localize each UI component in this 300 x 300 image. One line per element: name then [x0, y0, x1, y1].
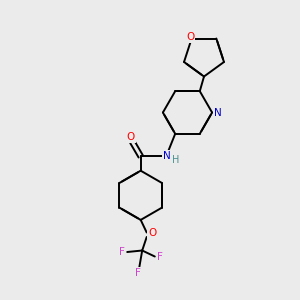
Text: O: O: [148, 227, 156, 238]
Text: F: F: [157, 251, 163, 262]
Text: O: O: [186, 32, 194, 42]
Text: N: N: [214, 107, 222, 118]
Text: O: O: [127, 131, 135, 142]
Text: N: N: [163, 151, 171, 161]
Text: H: H: [172, 155, 179, 165]
Text: F: F: [119, 247, 125, 257]
Text: F: F: [135, 268, 141, 278]
